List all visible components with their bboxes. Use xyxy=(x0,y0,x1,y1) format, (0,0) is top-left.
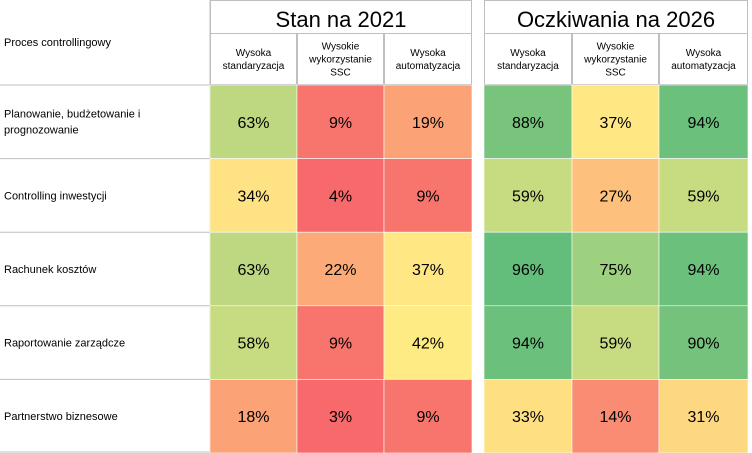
column-header-label: Wysokie wykorzystanie SSC xyxy=(308,42,372,79)
heatmap-cell-value: 4% xyxy=(329,188,352,205)
heatmap-cell-value: 90% xyxy=(687,336,719,353)
heatmap-cell xyxy=(383,379,473,453)
heatmap-cell xyxy=(571,379,660,453)
group-title-box xyxy=(484,0,748,34)
column-header-cell xyxy=(484,33,572,85)
heatmap-cell xyxy=(383,305,473,380)
column-header-label: Wysokie wykorzystanie SSC xyxy=(583,42,647,79)
column-header-label: Wysoka standaryzacja xyxy=(497,48,559,72)
column-header-cell xyxy=(572,33,659,85)
heatmap-cell-value: 94% xyxy=(687,262,719,279)
heatmap-cell xyxy=(658,305,749,380)
heatmap-cell-value: 18% xyxy=(237,409,269,426)
heatmap-cell-value: 59% xyxy=(687,188,719,205)
row-header-label: Proces controllingowy xyxy=(4,37,111,49)
column-header-cell xyxy=(659,33,748,85)
heatmap-cell xyxy=(658,231,749,307)
heatmap-cell xyxy=(296,379,385,453)
heatmap-cell xyxy=(383,158,473,233)
heatmap-cell xyxy=(209,84,298,159)
group-title-box xyxy=(210,0,472,34)
heatmap-cell xyxy=(296,84,385,159)
heatmap-cell xyxy=(296,158,385,233)
heatmap-cell-value: 27% xyxy=(599,188,631,205)
heatmap-cell xyxy=(209,231,298,307)
heatmap-cell-value: 58% xyxy=(237,336,269,353)
heatmap-cell-value: 59% xyxy=(599,336,631,353)
heatmap-cell-value: 22% xyxy=(324,262,356,279)
row-label: Rachunek kosztów xyxy=(4,264,96,276)
heatmap-cell-value: 75% xyxy=(599,262,631,279)
column-header-cell xyxy=(297,33,384,85)
heatmap-cell-value: 19% xyxy=(412,115,444,132)
heatmap-cell-value: 14% xyxy=(599,409,631,426)
heatmap-cell-value: 88% xyxy=(512,115,544,132)
heatmap-cell xyxy=(571,158,660,233)
row-label: Raportowanie zarządcze xyxy=(4,337,125,349)
heatmap-cell xyxy=(658,84,749,159)
row-label: Planowanie, budżetowanie i prognozowanie xyxy=(4,109,140,137)
heatmap-cell xyxy=(483,158,573,233)
heatmap-cell-value: 9% xyxy=(416,188,439,205)
heatmap-cell-value: 9% xyxy=(416,409,439,426)
row-label: Controlling inwestycji xyxy=(4,190,107,202)
column-header-label: Wysoka automatyzacja xyxy=(396,48,461,72)
group-title: Stan na 2021 xyxy=(276,7,407,32)
heatmap-cell-value: 42% xyxy=(412,336,444,353)
heatmap-cell xyxy=(483,305,573,380)
heatmap-cell xyxy=(571,305,660,380)
heatmap-cell xyxy=(571,84,660,159)
heatmap-cell-value: 3% xyxy=(329,409,352,426)
column-header-label: Wysoka standaryzacja xyxy=(223,48,285,72)
heatmap-cell-value: 34% xyxy=(237,188,269,205)
heatmap-cell xyxy=(383,84,473,159)
group-gap xyxy=(474,0,484,453)
heatmap-cell xyxy=(209,305,298,380)
heatmap-cell xyxy=(483,379,573,453)
heatmap-cell-value: 63% xyxy=(237,115,269,132)
heatmap-cell xyxy=(296,231,385,307)
heatmap-cell-value: 94% xyxy=(687,115,719,132)
heatmap-cell xyxy=(571,231,660,307)
heatmap-cell-value: 59% xyxy=(512,188,544,205)
heatmap-cell-value: 9% xyxy=(329,115,352,132)
heatmap-cell-value: 94% xyxy=(512,336,544,353)
group-title: Oczkiwania na 2026 xyxy=(517,7,715,32)
heatmap-cell-value: 31% xyxy=(687,409,719,426)
row-label: Partnerstwo biznesowe xyxy=(4,411,118,423)
column-header-label: Wysoka automatyzacja xyxy=(671,48,736,72)
heatmap-cell-value: 9% xyxy=(329,336,352,353)
column-header-cell xyxy=(210,33,297,85)
row-label-column xyxy=(0,0,210,453)
heatmap-cell-value: 96% xyxy=(512,262,544,279)
heatmap-cell xyxy=(658,379,749,453)
heatmap-cell-value: 33% xyxy=(512,409,544,426)
heatmap-cell-value: 63% xyxy=(237,262,269,279)
heatmap-cell-value: 37% xyxy=(412,262,444,279)
heatmap-cell xyxy=(483,231,573,307)
heatmap-cell-value: 37% xyxy=(599,115,631,132)
column-header-cell xyxy=(384,33,472,85)
